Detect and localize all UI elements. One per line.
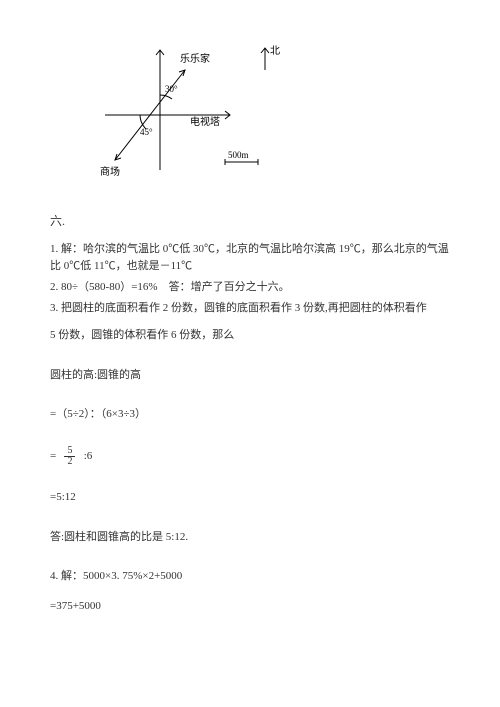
fraction-den: 2 <box>64 457 75 467</box>
mall-label: 商场 <box>100 165 120 178</box>
ratio-tail: :6 <box>84 450 93 462</box>
q4b-text: =375+5000 <box>50 598 450 616</box>
q3c-text: 圆柱的高:圆锥的高 <box>50 367 450 385</box>
q3g-text: 答:圆柱和圆锥高的比是 5:12. <box>50 529 450 547</box>
angle2-label: 45° <box>140 127 153 137</box>
q1-text: 1. 解：哈尔滨的气温比 0℃低 30℃，北京的气温比哈尔滨高 19℃，那么北京… <box>50 241 450 276</box>
geometry-diagram: 北 乐乐家 电视塔 商场 30° 45° 500m <box>90 40 450 187</box>
section-title: 六. <box>50 212 450 231</box>
north-label: 北 <box>270 45 280 57</box>
q3f-text: =5:12 <box>50 489 450 507</box>
q2-text: 2. 80÷（580-80）=16% 答：增产了百分之十六。 <box>50 279 450 297</box>
q3e-row: = 5 2 :6 <box>50 446 450 467</box>
fraction: 5 2 <box>64 446 75 467</box>
eq-sign: = <box>50 450 56 462</box>
q3d-text: =（5÷2）：（6×3÷3） <box>50 406 450 424</box>
scale-label: 500m <box>228 150 249 160</box>
q4a-text: 4. 解：5000×3. 75%×2+5000 <box>50 568 450 586</box>
tower-label: 电视塔 <box>190 115 220 128</box>
q3a-text: 3. 把圆柱的底面积看作 2 份数，圆锥的底面积看作 3 份数,再把圆柱的体积看… <box>50 300 450 318</box>
home-label: 乐乐家 <box>180 52 210 65</box>
q3b-text: 5 份数，圆锥的体积看作 6 份数，那么 <box>50 327 450 345</box>
angle1-label: 30° <box>165 84 178 94</box>
